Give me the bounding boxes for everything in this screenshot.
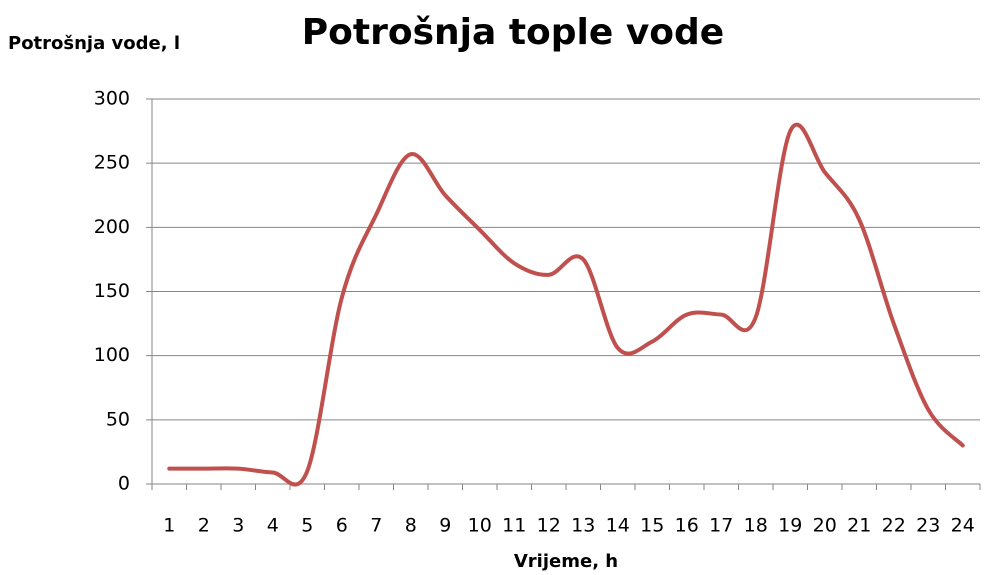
x-tick-label: 10	[468, 515, 492, 537]
x-tick-label: 11	[502, 515, 526, 537]
y-tick-label: 300	[94, 88, 130, 110]
x-tick-label: 5	[301, 515, 313, 537]
x-tick-label: 1	[163, 515, 175, 537]
x-tick-label: 24	[951, 515, 975, 537]
y-tick-label: 150	[94, 280, 130, 302]
y-tick-label: 200	[94, 216, 130, 238]
x-tick-label: 20	[813, 515, 837, 537]
x-axis-title: Vrijeme, h	[514, 551, 618, 572]
x-tick-label: 2	[198, 515, 210, 537]
x-tick-label: 17	[709, 515, 733, 537]
x-tick-label: 3	[232, 515, 244, 537]
x-tick-label: 13	[571, 515, 595, 537]
x-tick-label: 14	[606, 515, 630, 537]
y-tick-label: 50	[106, 408, 130, 430]
x-tick-label: 8	[405, 515, 417, 537]
data-line	[167, 122, 965, 487]
y-tick-label: 100	[94, 344, 130, 366]
x-tick-label: 4	[267, 515, 279, 537]
x-tick-label: 16	[675, 515, 699, 537]
x-tick-label: 23	[916, 515, 940, 537]
x-tick-label: 15	[640, 515, 664, 537]
y-tick-label: 250	[94, 152, 130, 174]
x-tick-label: 6	[336, 515, 348, 537]
chart-title: Potrošnja tople vode	[302, 12, 724, 53]
x-tick-label: 9	[439, 515, 451, 537]
x-tick-label: 12	[537, 515, 561, 537]
x-tick-label: 22	[882, 515, 906, 537]
x-tick-label: 18	[744, 515, 768, 537]
x-tick-label: 21	[847, 515, 871, 537]
x-tick-label: 7	[370, 515, 382, 537]
x-tick-label: 19	[778, 515, 802, 537]
y-axis-title: Potrošnja vode, l	[8, 33, 180, 54]
y-tick-label: 0	[118, 473, 130, 495]
